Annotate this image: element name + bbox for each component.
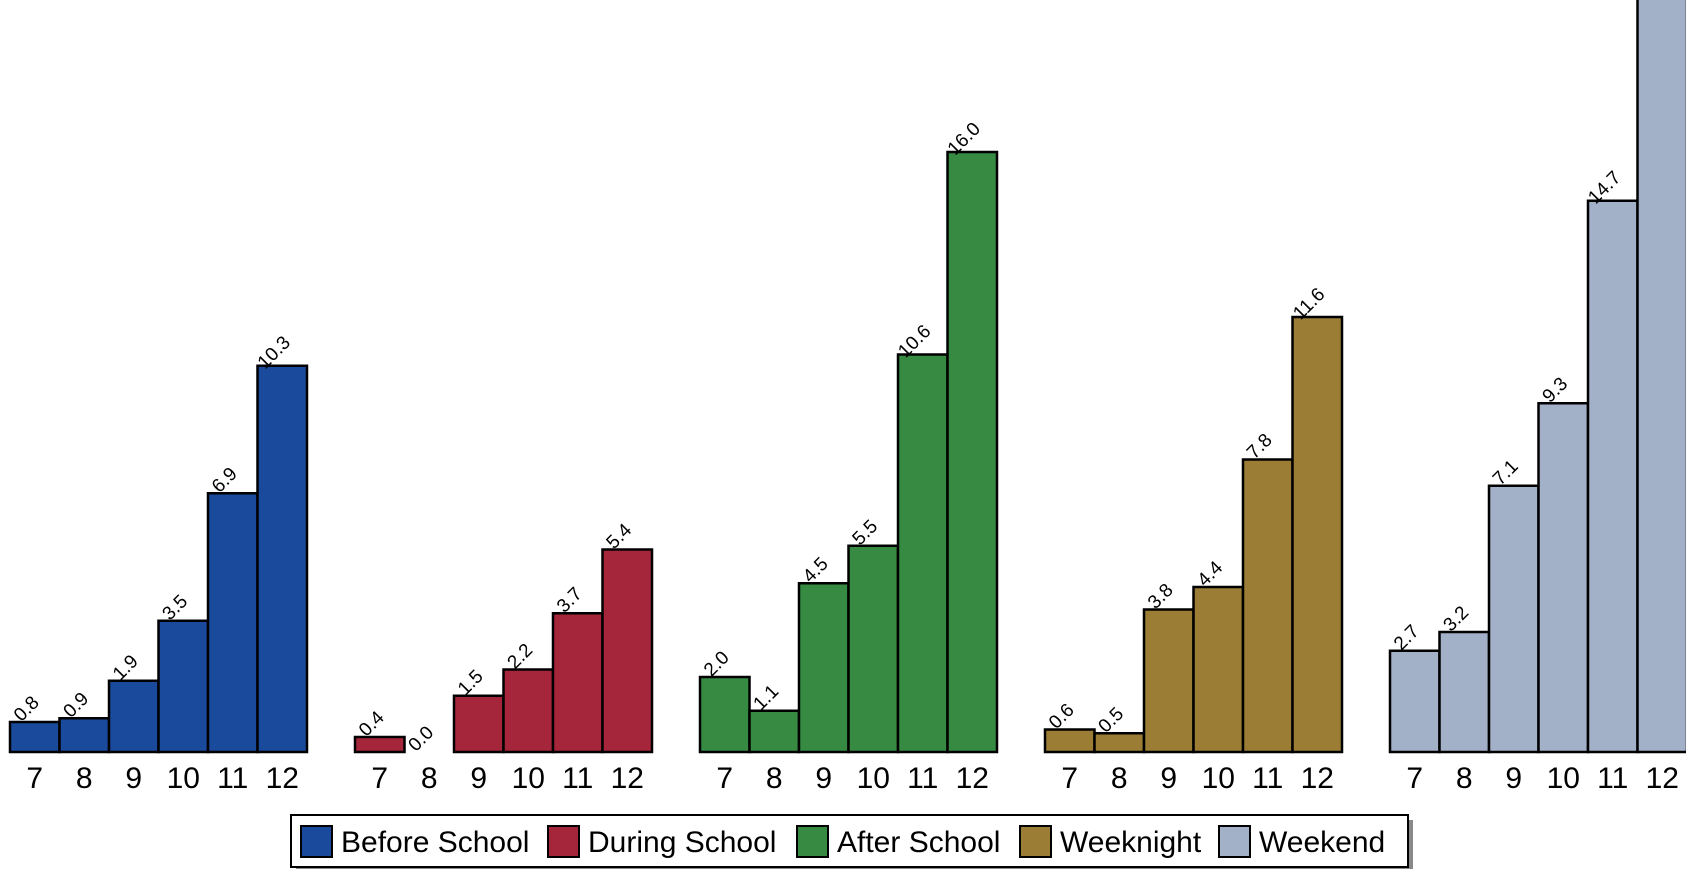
bar (1539, 403, 1589, 752)
bar (1045, 730, 1095, 753)
x-tick-label: 10 (167, 762, 200, 795)
x-tick-label: 9 (1160, 762, 1177, 795)
value-label: 0.0 (405, 722, 439, 756)
x-tick-label: 11 (1252, 762, 1283, 795)
x-tick-label: 9 (125, 762, 142, 795)
legend-swatch (797, 826, 828, 857)
legend-swatch (1020, 826, 1051, 857)
x-tick-label: 7 (716, 762, 733, 795)
bar (1194, 587, 1244, 752)
x-tick-label: 10 (512, 762, 545, 795)
bar (1293, 317, 1343, 752)
bar (10, 722, 60, 752)
x-tick-label: 11 (907, 762, 938, 795)
bar (1243, 460, 1293, 753)
legend-label: Weekend (1259, 826, 1385, 859)
bar (60, 718, 110, 752)
legend-swatch (548, 826, 579, 857)
bar (553, 613, 603, 752)
bar (258, 366, 308, 752)
x-tick-label: 7 (371, 762, 388, 795)
bar (1095, 733, 1145, 752)
bar (159, 621, 209, 752)
bar (1588, 201, 1638, 752)
legend-label: During School (588, 826, 776, 859)
bar (750, 711, 800, 752)
chart-panels: 0.870.981.993.5106.91110.3120.470.081.59… (10, 0, 1686, 795)
legend-items: Before School During School After School We… (301, 826, 1385, 859)
x-tick-label: 11 (562, 762, 593, 795)
legend-label: After School (837, 826, 1000, 859)
x-tick-label: 11 (1597, 762, 1628, 795)
x-tick-label: 12 (1301, 762, 1334, 795)
x-tick-label: 7 (1406, 762, 1423, 795)
bar (1440, 632, 1490, 752)
x-tick-label: 8 (76, 762, 93, 795)
legend-swatch (1219, 826, 1250, 857)
bar (1390, 651, 1440, 752)
x-tick-label: 12 (611, 762, 644, 795)
x-tick-label: 10 (1547, 762, 1580, 795)
legend: Before School During School After School We… (291, 815, 1413, 869)
x-tick-label: 12 (1646, 762, 1679, 795)
legend-item: Weekend (1219, 826, 1385, 859)
x-tick-label: 8 (766, 762, 783, 795)
bar (504, 670, 554, 753)
bar (109, 681, 159, 752)
bar (454, 696, 504, 752)
bar (1489, 486, 1539, 752)
bar (700, 677, 750, 752)
bar (799, 583, 849, 752)
x-tick-label: 10 (1202, 762, 1235, 795)
legend-item: After School (797, 826, 1000, 859)
bar (948, 152, 998, 752)
x-tick-label: 8 (1456, 762, 1473, 795)
x-tick-label: 11 (217, 762, 248, 795)
bar (603, 550, 653, 753)
bar (1638, 0, 1686, 752)
x-tick-label: 12 (956, 762, 989, 795)
x-tick-label: 9 (470, 762, 487, 795)
bar (898, 355, 948, 753)
legend-item: Weeknight (1020, 826, 1202, 859)
legend-swatch (301, 826, 332, 857)
x-tick-label: 8 (421, 762, 438, 795)
legend-label: Before School (341, 826, 529, 859)
x-tick-label: 9 (1505, 762, 1522, 795)
x-tick-label: 8 (1111, 762, 1128, 795)
x-tick-label: 10 (857, 762, 890, 795)
x-tick-label: 7 (1061, 762, 1078, 795)
bar (208, 493, 258, 752)
x-tick-label: 7 (26, 762, 43, 795)
legend-label: Weeknight (1060, 826, 1202, 859)
bar (355, 737, 405, 752)
bar (1144, 610, 1194, 753)
x-tick-label: 12 (266, 762, 299, 795)
x-tick-label: 9 (815, 762, 832, 795)
bar (849, 546, 899, 752)
